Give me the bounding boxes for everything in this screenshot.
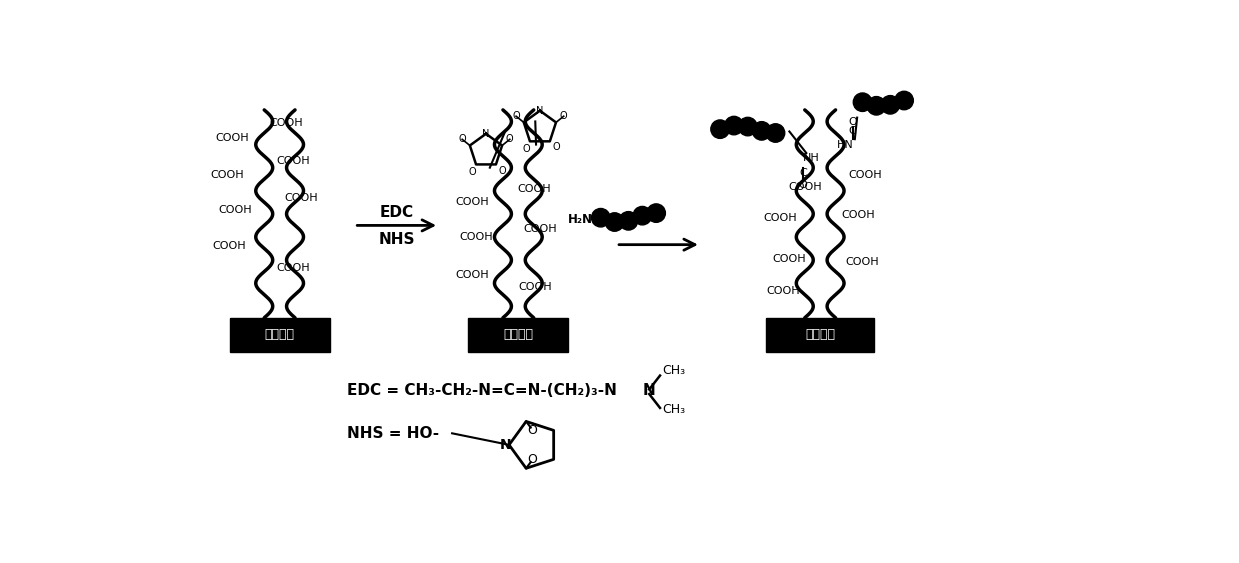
Text: N: N	[501, 438, 512, 452]
Text: COOH: COOH	[211, 171, 244, 180]
Text: COOH: COOH	[455, 270, 489, 280]
Text: COOH: COOH	[773, 253, 807, 263]
Text: EDC = CH₃-CH₂-N=C=N-(CH₂)₃-N: EDC = CH₃-CH₂-N=C=N-(CH₂)₃-N	[347, 383, 617, 399]
Text: COOH: COOH	[763, 213, 797, 223]
Text: C: C	[799, 168, 807, 178]
Text: O: O	[522, 144, 530, 154]
Circle shape	[606, 213, 623, 231]
Text: COOH: COOH	[285, 194, 318, 203]
Text: O: O	[553, 142, 560, 153]
Text: 活性硬胶: 活性硬胶	[805, 328, 835, 341]
Text: 活性硬胶: 活性硬胶	[503, 328, 533, 341]
Circle shape	[725, 117, 743, 135]
Text: COOH: COOH	[276, 157, 310, 167]
Circle shape	[895, 91, 913, 110]
Text: O: O	[528, 453, 538, 466]
Text: COOH: COOH	[523, 224, 556, 234]
Circle shape	[867, 97, 886, 115]
Circle shape	[711, 120, 730, 138]
Text: N: N	[482, 129, 489, 139]
Circle shape	[738, 117, 757, 136]
Text: NHS = HO-: NHS = HO-	[347, 426, 439, 441]
Text: O: O	[498, 166, 506, 176]
Text: COOH: COOH	[216, 133, 249, 144]
Text: COOH: COOH	[269, 118, 302, 128]
Text: COOH: COOH	[788, 182, 821, 192]
Text: 活性硬胶: 活性硬胶	[265, 328, 295, 341]
Circle shape	[854, 93, 872, 111]
Text: N: N	[536, 106, 544, 115]
Text: CH₃: CH₃	[663, 403, 685, 416]
Circle shape	[766, 124, 784, 142]
Circle shape	[647, 204, 665, 222]
Text: COOH: COOH	[460, 232, 493, 242]
Text: COOH: COOH	[767, 286, 800, 296]
Text: EDC: EDC	[379, 205, 414, 220]
Text: HN: HN	[836, 140, 854, 150]
Text: NHS: NHS	[378, 231, 415, 247]
Circle shape	[881, 96, 900, 114]
Text: COOH: COOH	[276, 263, 310, 272]
Text: COOH: COOH	[455, 197, 489, 207]
Text: C: C	[849, 127, 856, 136]
Text: H₂N-: H₂N-	[567, 213, 597, 226]
Text: O: O	[528, 424, 538, 437]
Text: O: O	[799, 180, 808, 190]
Text: COOH: COOH	[846, 257, 880, 267]
Text: O: O	[512, 111, 520, 121]
Text: COOH: COOH	[841, 211, 876, 220]
Text: O: O	[506, 135, 514, 144]
Text: COOH: COOH	[218, 205, 252, 215]
Text: O: O	[468, 167, 476, 177]
Text: N: N	[643, 383, 655, 399]
Text: O: O	[560, 111, 567, 121]
Text: O: O	[849, 117, 857, 127]
Text: O: O	[458, 135, 466, 144]
Text: CH₃: CH₃	[663, 364, 685, 377]
Circle shape	[591, 208, 610, 227]
Circle shape	[620, 212, 638, 230]
Circle shape	[633, 207, 652, 225]
Text: COOH: COOH	[213, 241, 247, 251]
Bar	[468, 318, 569, 352]
Bar	[229, 318, 330, 352]
Text: NH: NH	[803, 153, 819, 163]
Bar	[766, 318, 873, 352]
Text: COOH: COOH	[847, 171, 882, 180]
Text: COOH: COOH	[518, 282, 553, 292]
Circle shape	[752, 122, 771, 140]
Text: COOH: COOH	[517, 184, 550, 194]
